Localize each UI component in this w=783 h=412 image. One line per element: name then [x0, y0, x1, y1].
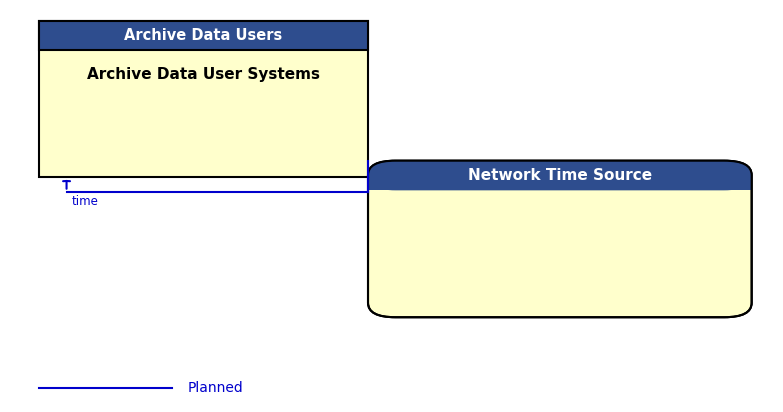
- Text: Archive Data User Systems: Archive Data User Systems: [87, 67, 320, 82]
- FancyBboxPatch shape: [368, 161, 752, 317]
- Text: Planned: Planned: [188, 381, 244, 395]
- Text: Archive Data Users: Archive Data Users: [124, 28, 283, 43]
- Text: time: time: [72, 195, 99, 208]
- FancyBboxPatch shape: [368, 161, 752, 190]
- FancyBboxPatch shape: [39, 21, 368, 177]
- FancyBboxPatch shape: [39, 21, 368, 50]
- Text: Network Time Source: Network Time Source: [467, 168, 652, 183]
- Bar: [368, 174, 752, 190]
